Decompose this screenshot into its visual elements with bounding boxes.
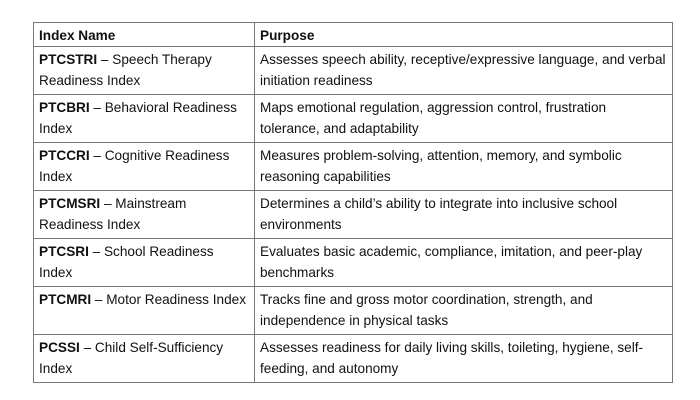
table-header-row: Index Name Purpose: [33, 22, 673, 47]
index-table: Index Name Purpose PTCSTRI – Speech Ther…: [33, 22, 673, 383]
purpose-cell: Tracks fine and gross motor coordination…: [254, 286, 673, 335]
index-code: PTCBRI: [39, 100, 90, 115]
index-code: PCSSI: [39, 340, 80, 355]
index-full-name: – Motor Readiness Index: [91, 292, 247, 307]
index-code: PTCCRI: [39, 148, 90, 163]
index-full-name: – Child Self-Sufficiency Index: [39, 340, 224, 376]
purpose-cell: Determines a child’s ability to integrat…: [254, 190, 673, 239]
index-code: PTCMSRI: [39, 196, 101, 211]
table-row: PTCMSRI – Mainstream Readiness Index Dete…: [33, 190, 673, 239]
index-full-name: – Mainstream Readiness Index: [39, 196, 187, 232]
purpose-cell: Evaluates basic academic, compliance, im…: [254, 238, 673, 287]
index-name-cell: PTCSRI – School Readiness Index: [33, 238, 255, 287]
index-code: PTCSTRI: [39, 52, 98, 67]
purpose-cell: Measures problem-solving, attention, mem…: [254, 142, 673, 191]
index-full-name: – Behavioral Readiness Index: [39, 100, 237, 136]
index-name-cell: PTCCRI – Cognitive Readiness Index: [33, 142, 255, 191]
table-row: PTCMRI – Motor Readiness Index Tracks fin…: [33, 286, 673, 335]
purpose-cell: Maps emotional regulation, aggression co…: [254, 94, 673, 143]
purpose-cell: Assesses speech ability, receptive/expre…: [254, 46, 673, 95]
table-row: PTCBRI – Behavioral Readiness Index Maps …: [33, 94, 673, 143]
index-code: PTCMRI: [39, 292, 92, 307]
index-code: PTCSRI: [39, 244, 89, 259]
index-full-name: – Cognitive Readiness Index: [39, 148, 230, 184]
index-name-cell: PTCBRI – Behavioral Readiness Index: [33, 94, 255, 143]
index-full-name: – Speech Therapy Readiness Index: [39, 52, 212, 88]
index-name-cell: PTCMSRI – Mainstream Readiness Index: [33, 190, 255, 239]
index-name-cell: PCSSI – Child Self-Sufficiency Index: [33, 334, 255, 383]
purpose-cell: Assesses readiness for daily living skil…: [254, 334, 673, 383]
table-row: PCSSI – Child Self-Sufficiency Index Asse…: [33, 334, 673, 383]
index-full-name: – School Readiness Index: [39, 244, 214, 280]
header-purpose: Purpose: [254, 22, 673, 47]
index-name-cell: PTCSTRI – Speech Therapy Readiness Index: [33, 46, 255, 95]
index-name-cell: PTCMRI – Motor Readiness Index: [33, 286, 255, 335]
table-row: PTCSTRI – Speech Therapy Readiness Index…: [33, 46, 673, 95]
table-row: PTCSRI – School Readiness Index Evaluates…: [33, 238, 673, 287]
table-row: PTCCRI – Cognitive Readiness Index Measur…: [33, 142, 673, 191]
header-index-name: Index Name: [33, 22, 255, 47]
